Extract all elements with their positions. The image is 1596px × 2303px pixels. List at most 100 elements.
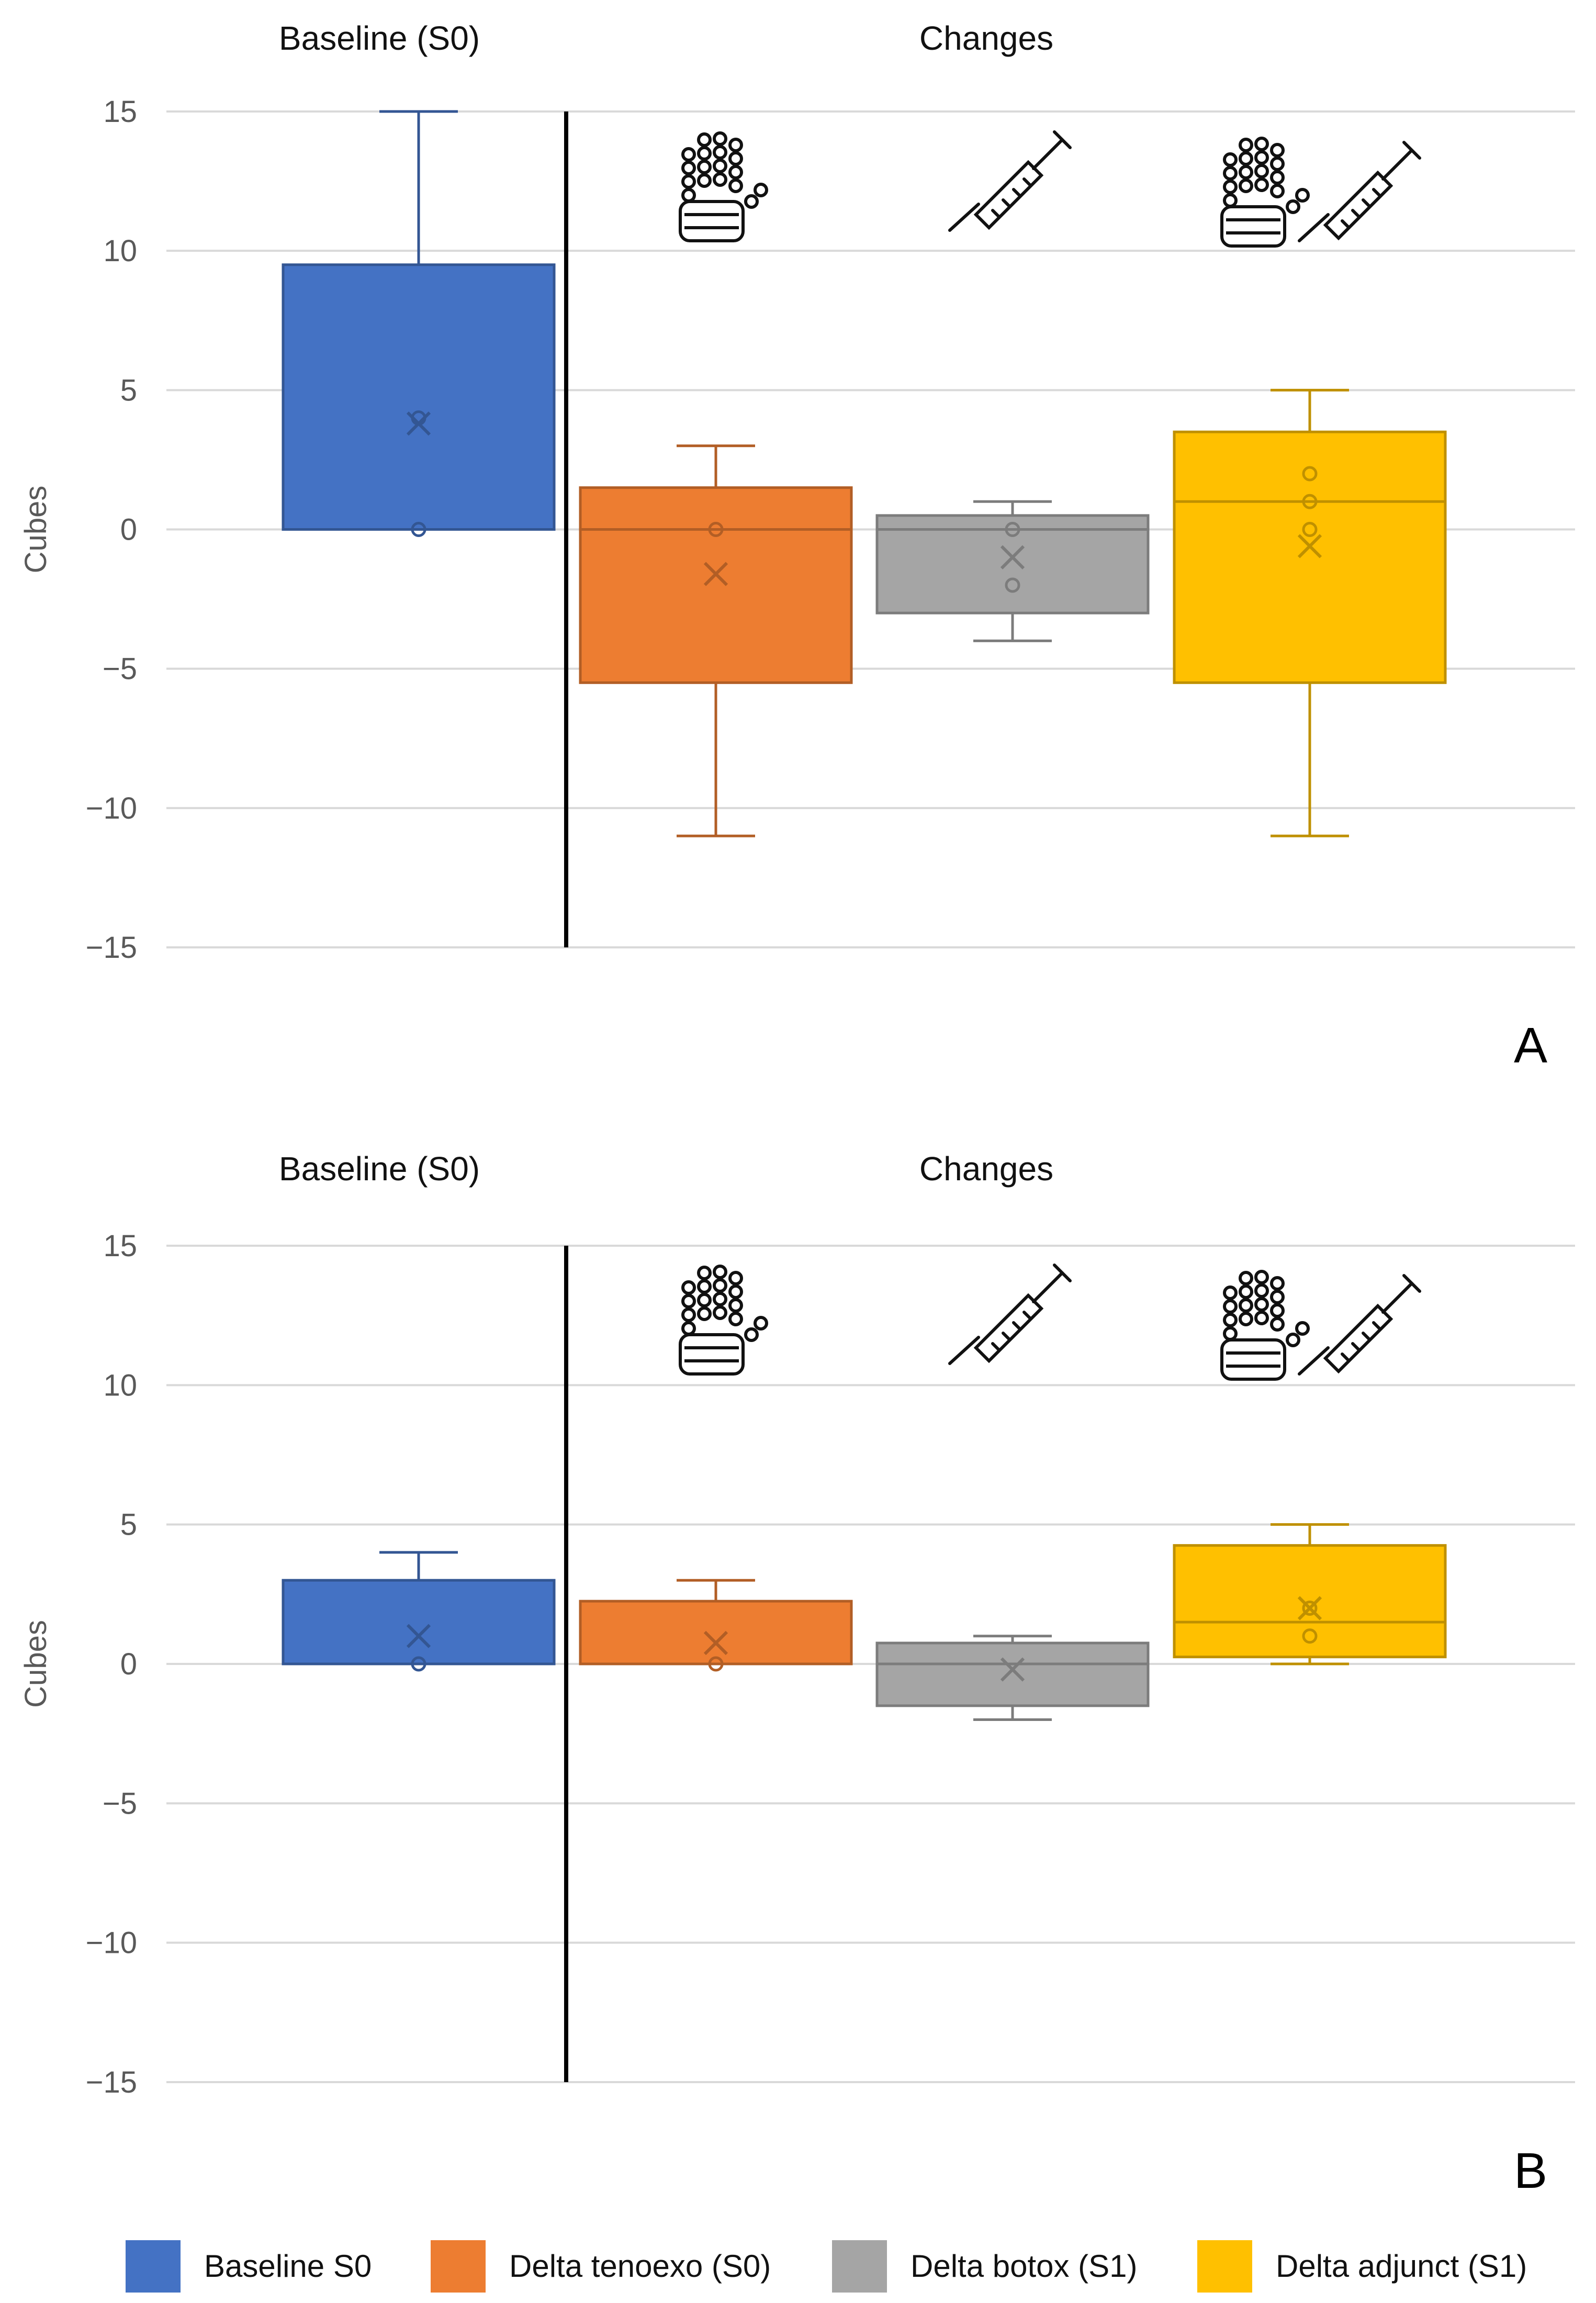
y-tick-label: 0 [120,513,137,547]
finger-joint-icon [697,146,712,161]
scale-mark-icon [1012,188,1021,197]
box-delta-botox-s1 [875,130,1150,642]
box-baseline-s0 [282,110,556,537]
thumb-joint-icon [1295,188,1310,203]
scale-mark-icon [1341,219,1350,229]
box-delta-botox-s1 [875,1264,1150,1721]
finger-joint-icon [697,173,712,188]
finger-joint-icon [1254,1283,1269,1298]
scale-mark-icon [1341,1352,1350,1362]
box-body [282,1579,556,1665]
data-point [1005,522,1020,537]
finger-joint-icon [728,1271,743,1285]
data-point [708,522,724,537]
finger-joint-icon [1270,170,1285,185]
thumb-joint-icon [1295,1321,1310,1336]
data-point [1302,1600,1318,1616]
finger-joint-icon [1223,166,1238,181]
finger-joint-icon [1254,137,1269,151]
legend-label: Delta adjunct (S1) [1276,2249,1527,2284]
finger-joint-icon [1254,1311,1269,1325]
box-delta-tenoexo-s0 [579,1265,853,1672]
finger-joint-icon [713,1265,727,1279]
scale-mark-icon [991,1342,1001,1351]
box-delta-adjunct-s1 [1173,137,1447,837]
y-axis-label: Cubes [19,486,53,574]
legend-swatch [832,2240,887,2293]
finger-joint-icon [697,1266,712,1280]
palm-icon [1220,1338,1286,1381]
finger-joint-icon [1239,151,1253,166]
plunger-rod-icon [1032,138,1064,170]
finger-joint-icon [681,174,696,189]
box-body [1173,430,1447,684]
section-header-changes: Changes [919,19,1053,57]
finger-joint-icon [697,1279,712,1294]
data-point [1302,522,1318,537]
mean-marker [703,1630,728,1656]
scale-mark-icon [1022,1311,1032,1320]
mean-marker [406,1624,431,1648]
finger-joint-icon [681,1294,696,1309]
legend-swatch [1197,2240,1252,2293]
finger-joint-icon [697,160,712,174]
finger-joint-icon [1239,1298,1253,1313]
scale-mark-icon [1351,1342,1361,1351]
finger-joint-icon [1254,164,1269,178]
scale-mark-icon [1372,188,1381,197]
plunger-handle-icon [1053,130,1072,149]
thumb-joint-icon [754,183,768,197]
panel-label: A [1514,1018,1547,1074]
finger-joint-icon [713,131,727,146]
palm-icon [679,1333,745,1376]
plunger-rod-icon [1381,149,1413,181]
thumb-joint-icon [1286,1333,1300,1347]
finger-joint-icon [1239,1271,1253,1285]
data-point [411,522,426,537]
scale-mark-icon [1022,177,1032,187]
needle-icon [1298,213,1330,242]
finger-joint-icon [1239,138,1253,152]
finger-joint-icon [713,1278,727,1293]
needle-icon [948,203,980,232]
finger-joint-icon [1239,1284,1253,1299]
box-delta-tenoexo-s0 [579,131,853,837]
finger-joint-icon [1270,1290,1285,1304]
palm-icon [679,200,745,242]
robotic-hand-icon [679,131,768,242]
finger-joint-icon [1254,177,1269,192]
data-point [1005,577,1020,593]
thumb-joint-icon [754,1316,768,1331]
y-tick-label: 10 [103,1368,137,1402]
finger-joint-icon [1270,143,1285,158]
plunger-handle-icon [1053,1264,1072,1282]
thumb-joint-icon [1286,199,1300,214]
robotic-hand-and-syringe-icon [1220,137,1421,248]
finger-joint-icon [1223,193,1238,208]
y-tick-label: 5 [120,373,137,407]
finger-joint-icon [1223,1313,1238,1327]
scale-mark-icon [991,209,1001,218]
needle-icon [1298,1346,1330,1376]
robotic-hand-and-syringe-icon [1220,1270,1421,1381]
y-tick-label: 5 [120,1508,137,1542]
finger-joint-icon [681,1321,696,1336]
y-tick-label: 0 [120,1647,137,1681]
legend-label: Delta botox (S1) [911,2249,1138,2284]
data-point [1302,1628,1318,1644]
finger-joint-icon [681,161,696,175]
scale-mark-icon [1362,198,1371,208]
finger-joint-icon [713,159,727,173]
finger-joint-icon [1239,165,1253,180]
barrel-icon [1323,1303,1393,1374]
needle-icon [948,1336,980,1365]
legend-label: Baseline S0 [204,2249,372,2284]
chart-panel-a: 15 10 5 0 −5 −10 −15 Cubes Baseline (S0) Changes A [19,19,1575,1074]
thumb-joint-icon [744,1327,759,1342]
y-tick-label: −15 [86,931,137,965]
barrel-icon [973,1293,1044,1363]
finger-joint-icon [713,1292,727,1306]
legend-swatch [431,2240,486,2293]
finger-joint-icon [1254,1270,1269,1284]
finger-joint-icon [1270,1276,1285,1291]
